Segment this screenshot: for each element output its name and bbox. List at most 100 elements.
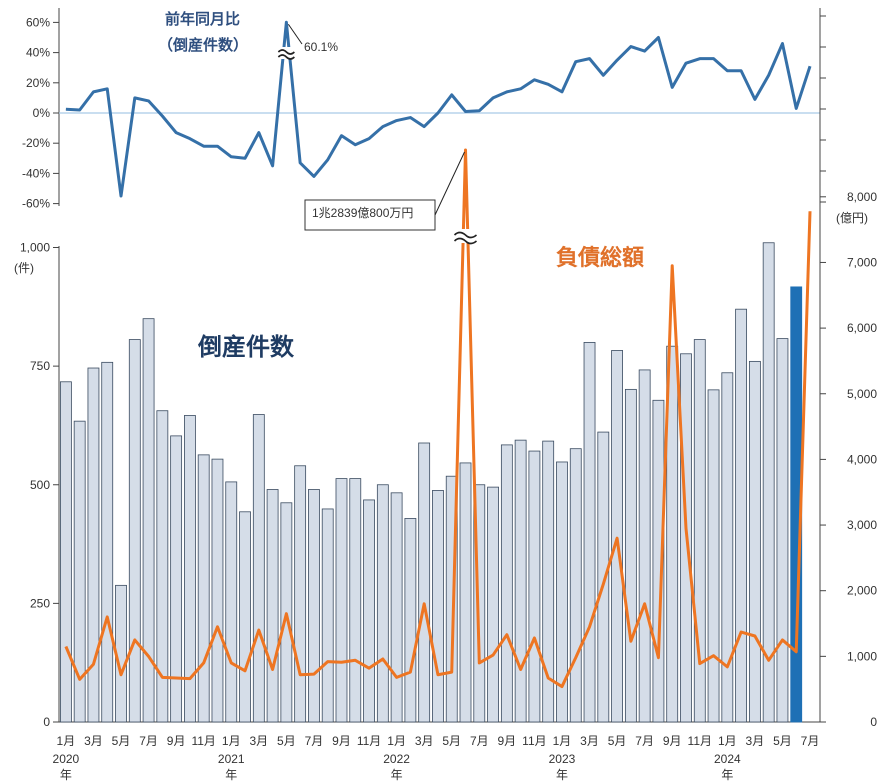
left-axis-unit: (件) (14, 261, 34, 275)
bar (776, 338, 789, 723)
month-tick-label: 3月 (84, 734, 103, 748)
month-tick-label: 1月 (718, 734, 737, 748)
month-tick-label: 3月 (415, 734, 434, 748)
month-tick-label: 1月 (553, 734, 572, 748)
bar (432, 490, 444, 723)
year-label: 2020 (53, 752, 80, 766)
bar (500, 444, 513, 723)
right-tick-label: 3,000 (847, 518, 877, 532)
bar (87, 367, 100, 723)
bar (321, 508, 334, 723)
bar (170, 435, 183, 723)
liabilities-callout-leader (434, 151, 465, 216)
right-axis-unit: (億円) (836, 211, 868, 225)
bar (473, 484, 486, 723)
yoy-tick-label: 60% (26, 15, 50, 29)
year-suffix: 年 (60, 768, 72, 782)
bar (542, 440, 555, 723)
bar (349, 478, 362, 723)
bar (156, 410, 169, 723)
bar (445, 475, 458, 723)
left-tick-label: 1,000 (20, 241, 50, 255)
year-suffix: 年 (556, 768, 568, 782)
yoy-tick-label: -60% (22, 197, 50, 211)
bar (376, 484, 389, 723)
month-tick-label: 3月 (249, 734, 268, 748)
month-tick-label: 11月 (522, 734, 546, 748)
bar (569, 448, 582, 723)
month-tick-label: 3月 (746, 734, 765, 748)
year-suffix: 年 (391, 768, 403, 782)
month-tick-label: 5月 (773, 734, 792, 748)
bankruptcies-series-label: 倒産件数 (197, 333, 295, 361)
right-tick-label: 8,000 (847, 190, 877, 204)
left-tick-label: 0 (43, 715, 50, 729)
month-tick-label: 1月 (387, 734, 406, 748)
right-tick-label: 7,000 (847, 255, 877, 269)
yoy-tick-label: -40% (22, 166, 50, 180)
year-label: 2024 (714, 752, 741, 766)
bar (624, 388, 637, 723)
year-label: 2021 (218, 752, 245, 766)
month-tick-label: 1月 (222, 734, 241, 748)
month-tick-label: 7月 (801, 734, 820, 748)
bar (652, 399, 665, 723)
bar (707, 389, 720, 723)
bar (611, 350, 623, 723)
bar (239, 511, 251, 723)
right-tick-label: 1,000 (847, 649, 877, 663)
right-tick-label: 6,000 (847, 321, 877, 335)
month-tick-label: 1月 (57, 734, 76, 748)
month-tick-label: 7月 (139, 734, 158, 748)
year-label: 2022 (383, 752, 410, 766)
bar (404, 518, 417, 723)
month-tick-label: 7月 (470, 734, 489, 748)
yoy-subtitle: （倒産件数） (158, 36, 248, 54)
right-tick-label: 4,000 (847, 452, 877, 466)
left-tick-label: 250 (30, 596, 50, 610)
bar (142, 318, 155, 723)
year-suffix: 年 (225, 768, 237, 782)
bar (335, 478, 348, 723)
bar (721, 372, 734, 723)
month-tick-label: 11月 (688, 734, 712, 748)
bar (762, 242, 775, 723)
bar (308, 489, 320, 723)
yoy-tick-label: -20% (22, 136, 50, 150)
bar (583, 341, 596, 723)
yoy-peak-leader (287, 23, 303, 45)
chart-texts: 前年同月比 （倒産件数） 倒産件数 負債総額 (件) (億円) 60.1% 1兆… (14, 10, 868, 361)
liabilities-series-label: 負債総額 (556, 245, 644, 270)
left-tick-label: 500 (30, 478, 50, 492)
month-tick-label: 5月 (112, 734, 131, 748)
bar (693, 339, 706, 723)
bar (638, 369, 651, 723)
liabilities-callout-box (304, 199, 436, 231)
bar (528, 450, 541, 723)
yoy-tick-label: 40% (26, 46, 50, 60)
bar (514, 439, 527, 723)
bar (597, 431, 610, 723)
month-tick-label: 7月 (635, 734, 654, 748)
bar (363, 499, 375, 723)
main-panel: 1,000 750 500 250 0 8,000 7,000 6,000 5,000 4,000… (20, 8, 877, 782)
month-tick-label: 11月 (357, 734, 381, 748)
bar (73, 420, 86, 723)
bar (418, 442, 431, 723)
bar (59, 381, 72, 723)
bar (666, 345, 679, 723)
liabilities-break-mark (453, 231, 478, 245)
bar (294, 465, 307, 723)
right-tick-label: 2,000 (847, 584, 877, 598)
bar (101, 361, 114, 723)
yoy-title: 前年同月比 (165, 10, 240, 28)
month-tick-label: 5月 (608, 734, 627, 748)
bar (487, 486, 499, 723)
bar (390, 492, 403, 723)
month-tick-label: 9月 (663, 734, 682, 748)
month-tick-label: 9月 (332, 734, 351, 748)
year-label: 2023 (549, 752, 576, 766)
bar (225, 481, 238, 723)
bar (184, 415, 196, 723)
